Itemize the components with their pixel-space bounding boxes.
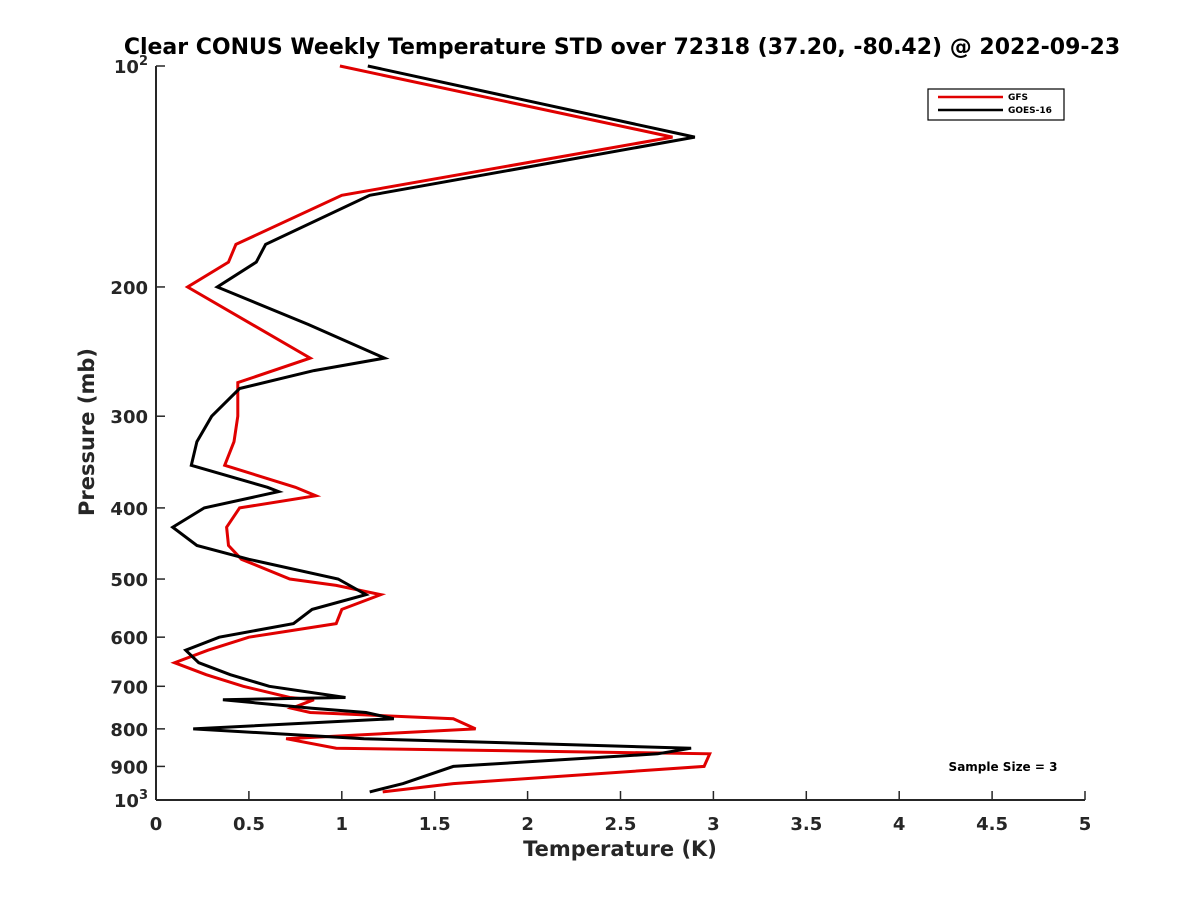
y-tick-label: 900 <box>110 757 148 778</box>
legend-box <box>927 88 1065 121</box>
y-tick-label: 800 <box>110 720 148 741</box>
y-tick-label: 102 <box>114 54 148 78</box>
x-tick-label: 2.5 <box>605 814 637 835</box>
series-layer <box>170 64 712 794</box>
x-axis-label: Temperature (K) <box>523 837 717 861</box>
x-tick-label: 5 <box>1079 814 1092 835</box>
x-tick-label: 1.5 <box>419 814 451 835</box>
series-line-gfs <box>170 64 712 794</box>
y-tick-label: 600 <box>110 628 148 649</box>
y-tick-label: 700 <box>110 677 148 698</box>
x-tick-label: 3 <box>707 814 720 835</box>
y-tick-label: 103 <box>114 788 148 812</box>
x-tick-label: 1 <box>336 814 349 835</box>
x-tick-label: 2 <box>521 814 534 835</box>
legend-label-goes16: GOES-16 <box>1008 106 1052 116</box>
plot-background <box>156 66 1085 800</box>
legend: GFS GOES-16 <box>927 88 1065 121</box>
plot-area: 0 0.5 1 1.5 2 2.5 3 3.5 4 4.5 5 102 200 300 400 500 600 7… <box>110 54 1091 835</box>
y-tick-label: 300 <box>110 407 148 428</box>
series-line-goes-16 <box>170 64 696 794</box>
sample-size-annotation: Sample Size = 3 <box>949 760 1058 774</box>
legend-label-gfs: GFS <box>1008 93 1028 103</box>
y-tick-label: 500 <box>110 570 148 591</box>
y-axis-label: Pressure (mb) <box>75 348 99 516</box>
x-tick-label: 0 <box>150 814 163 835</box>
axes-layer: 0 0.5 1 1.5 2 2.5 3 3.5 4 4.5 5 102 200 300 400 500 600 7… <box>110 54 1091 835</box>
chart-title: Clear CONUS Weekly Temperature STD over … <box>124 35 1120 60</box>
x-tick-label: 3.5 <box>790 814 822 835</box>
y-tick-label: 400 <box>110 499 148 520</box>
x-tick-label: 0.5 <box>233 814 265 835</box>
x-tick-label: 4 <box>893 814 906 835</box>
x-tick-label: 4.5 <box>976 814 1008 835</box>
y-tick-label: 200 <box>110 278 148 299</box>
